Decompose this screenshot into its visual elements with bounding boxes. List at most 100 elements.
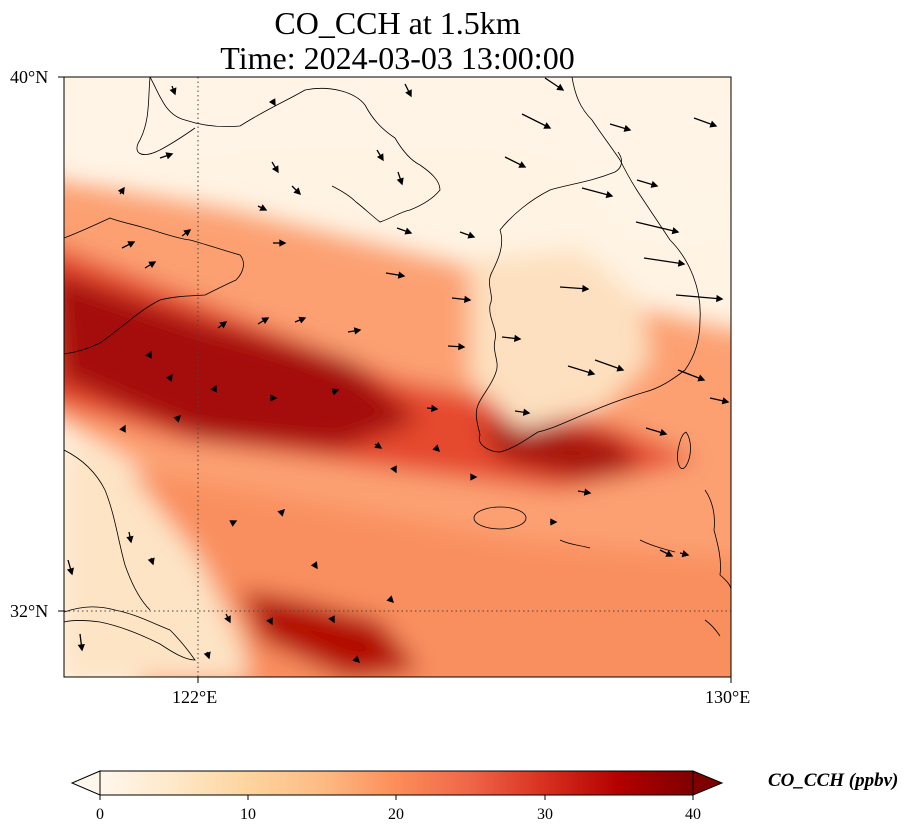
map-title: CO_CCH at 1.5km [274,5,521,41]
colorbar-label: CO_CCH (ppbv) [768,770,899,791]
northwest-clean-patch [64,77,731,170]
wind-vector-head [270,394,278,402]
wind-vector-head [224,615,231,624]
map-subtitle-time: Time: 2024-03-03 13:00:00 [220,40,575,76]
wind-vector-head [550,518,558,526]
lat-tick-label: 32°N [10,601,49,621]
wind-vector-head [145,350,152,359]
wind-vector-head [716,294,724,303]
axis-ticks [58,76,732,683]
wind-vector-head [165,373,173,382]
bohai-north-coast [136,77,196,155]
wind-vector-head [119,424,126,433]
wind-vector-head [431,404,439,413]
wind-vector-head [583,488,592,496]
lat-tick-label: 40°N [10,67,49,87]
wind-vector-head [470,473,478,481]
wind-vector-head [66,567,74,576]
plume-southwest-tongue [240,590,420,677]
wind-vector-head [310,561,318,570]
wind-vector-head [709,120,718,128]
gridlines [64,77,731,677]
colorbar-min-extension [70,770,101,796]
wind-vector-head [605,190,614,199]
wind-vector-head [277,509,285,517]
wind-vector-head [268,98,276,107]
kyushu-coast [704,489,731,591]
wind-vector-head [458,342,466,351]
wind-vector-head [352,655,360,663]
wind-vector-head [117,186,125,195]
wind-vector-head [556,83,565,91]
wind-vector-head [650,180,659,188]
wind-vector-head [271,165,279,174]
wind-vector-head [582,284,590,293]
wind-vector-head [659,428,668,436]
korea-west-coast [475,77,701,453]
colorbar [70,770,724,800]
colorbar-tick-label: 30 [537,806,553,823]
wind-vector-head [522,408,531,416]
wind-vector-head [677,259,686,267]
korea-clean-patch [470,250,650,430]
wind-vectors [66,77,730,663]
lon-tick-label: 130°E [705,687,751,707]
wind-vector-head [518,161,527,168]
wind-vector-head [229,520,238,527]
wind-vector [643,257,685,265]
wind-vector-head [397,271,406,279]
wind-vector-head [328,615,335,624]
wind-vector-head [374,441,383,449]
co-concentration-field [64,77,731,677]
wind-vector-head [623,124,632,132]
wind-vector-head [147,557,155,566]
wind-vector [635,221,679,233]
wind-vector-head [165,152,174,160]
wind-vector-head [467,231,476,239]
wind-vector-head [173,415,181,423]
wind-vector-head [665,550,674,557]
northeast-clean-patch [560,160,731,250]
wind-vector-head [261,317,270,325]
map-frame [63,76,732,678]
wind-vector-head [203,651,211,660]
wind-vector-head [587,368,596,376]
tsushima-island [677,431,691,469]
wind-vector-head [681,550,690,558]
plume-core-east [480,420,640,480]
southwest-clean-patch [64,440,250,677]
wind-vector-head [127,241,136,248]
coastlines [64,77,731,661]
korea-border-river [499,151,622,231]
wind-vector-head [169,87,177,96]
southwest-islands [559,539,721,637]
wind-vector-head [183,229,192,237]
wind-vector-head [376,153,384,162]
colorbar-tick-label: 10 [240,806,256,823]
yangtze-estuary [64,606,196,661]
wind-vector-head [405,89,412,98]
shandong-coast [64,217,244,355]
wind-vector-head [671,227,680,235]
colorbar-tick-label: 0 [96,806,104,823]
jiangsu-coast [64,449,151,611]
colorbar-tick-label: 20 [388,806,404,823]
wind-vector-head [616,364,625,372]
wind-vector-head [210,384,217,393]
wind-vector-head [396,177,404,186]
colorbar-tick-label: 40 [685,806,701,823]
wind-vector-head [697,374,706,382]
wind-vector-head [543,122,552,129]
lon-tick-label: 122°E [172,687,218,707]
wind-vector-head [463,295,472,304]
wind-vector-head [404,227,413,235]
wind-vector-head [353,327,362,335]
colorbar-gradient [100,771,693,795]
wind-vector-head [77,643,85,652]
plume-core [64,274,420,450]
wind-vector-head [279,239,287,247]
wind-vector-head [513,334,522,343]
wind-vector-head [219,321,228,329]
wind-vector-head [331,388,340,396]
